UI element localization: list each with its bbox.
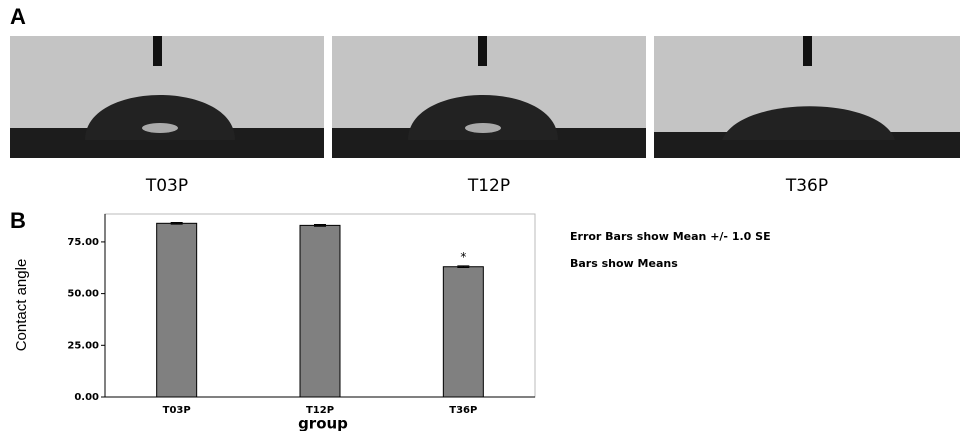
figure: A T03P T12P T36P B Contact angle group E… (0, 0, 960, 431)
caption: T12P (467, 176, 510, 196)
bar (300, 225, 340, 397)
note: Error Bars show Mean +/- 1.0 SE (570, 230, 771, 243)
x-tick-label: T12P (306, 405, 334, 416)
bar (157, 223, 197, 397)
x-axis-label: group (298, 415, 348, 431)
y-tick-label: 0.00 (74, 392, 99, 403)
y-tick-label: 25.00 (67, 340, 99, 351)
annotation: * (460, 250, 466, 264)
caption: T03P (145, 176, 188, 196)
y-tick-label: 75.00 (67, 237, 99, 248)
photo (10, 36, 324, 158)
x-tick-label: T36P (449, 405, 477, 416)
panel-label: B (10, 208, 26, 233)
photo (332, 36, 646, 158)
caption: T36P (785, 176, 828, 196)
note: Bars show Means (570, 257, 678, 270)
y-tick-label: 50.00 (67, 289, 99, 300)
bar (443, 267, 483, 397)
y-axis-label: Contact angle (13, 259, 30, 352)
photo (654, 36, 960, 158)
panel-label: A (10, 4, 26, 29)
x-tick-label: T03P (163, 405, 191, 416)
